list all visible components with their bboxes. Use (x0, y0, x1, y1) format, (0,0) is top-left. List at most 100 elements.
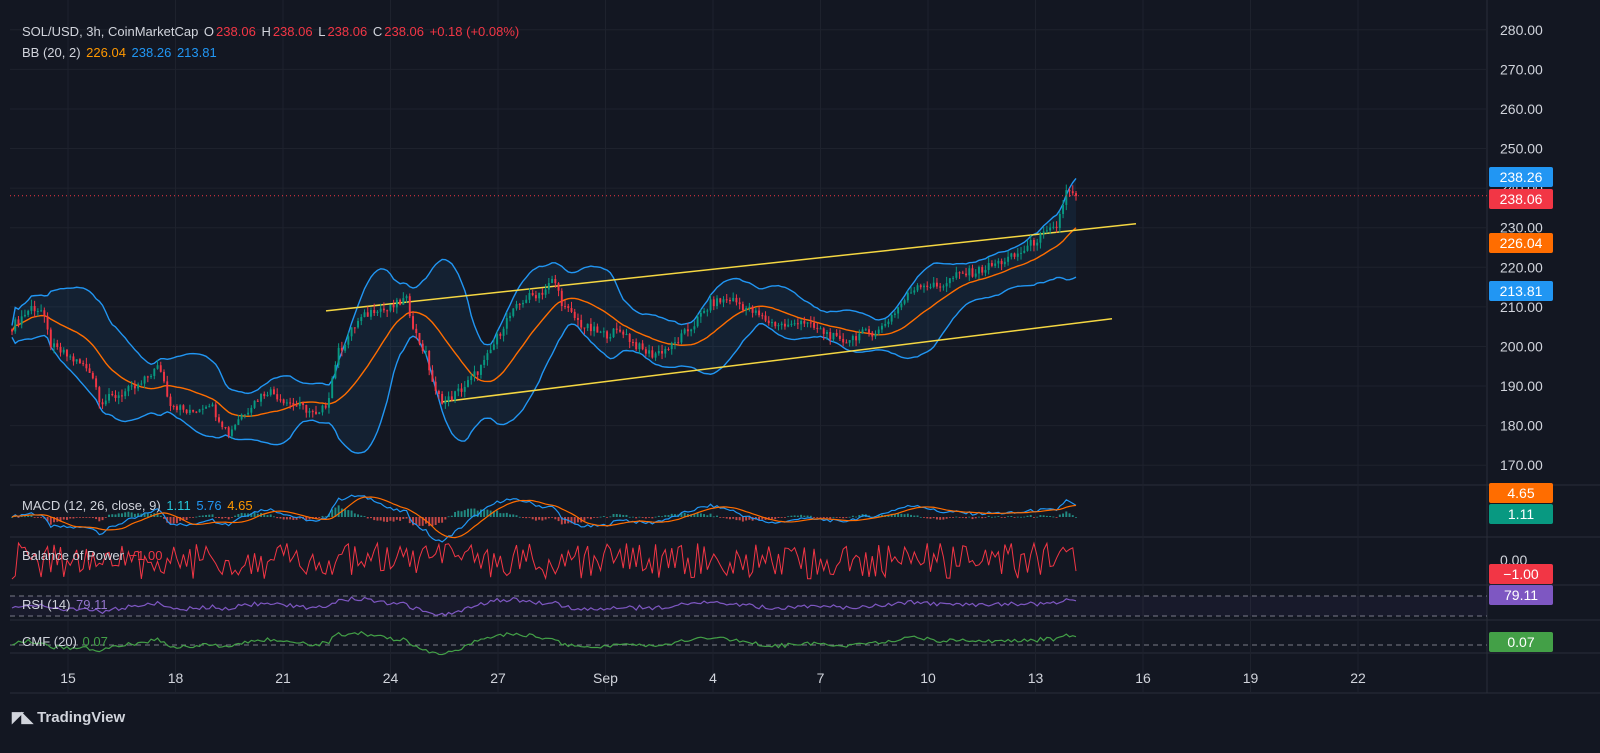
candle-body (758, 310, 761, 316)
bb-basis-line (11, 227, 1077, 418)
candle-body (790, 323, 793, 325)
price-tick-label: 230.00 (1500, 220, 1543, 236)
candle-body (263, 393, 266, 397)
candle-body (583, 327, 586, 329)
candle-body (117, 395, 120, 398)
macd-hist-bar (120, 513, 123, 517)
candle-body (130, 385, 133, 387)
candle-body (586, 323, 589, 329)
candle-body (1026, 245, 1029, 251)
macd-hist-bar (292, 517, 295, 520)
macd-hist-bar (256, 513, 259, 517)
macd-hist-bar (360, 515, 363, 517)
candle-body (916, 285, 919, 291)
candle-body (260, 393, 262, 402)
symbol-label[interactable]: SOL/USD, 3h, CoinMarketCap (22, 24, 199, 39)
bop-legend[interactable]: Balance of Power −1.00 (22, 548, 164, 563)
candle-body (748, 306, 751, 308)
candle-body (240, 414, 243, 420)
candle-body (1055, 226, 1058, 229)
macd-hist-bar (997, 516, 1000, 517)
candle-body (1042, 231, 1045, 234)
candle-body (230, 429, 233, 436)
macd-hist-bar (709, 513, 712, 517)
candle-body (783, 323, 786, 327)
candle-body (638, 343, 641, 350)
candle-body (49, 329, 52, 348)
candle-body (868, 329, 870, 333)
macd-hist-bar (971, 517, 974, 520)
rsi-legend[interactable]: RSI (14) 79.11 (22, 597, 110, 612)
macd-hist-bar (405, 517, 408, 519)
candle-body (104, 400, 107, 405)
macd-hist-bar (415, 517, 418, 525)
candle-body (166, 381, 169, 397)
macd-hist-bar (994, 516, 997, 518)
macd-hist-bar (269, 514, 272, 517)
macd-hist-bar (1049, 515, 1052, 517)
macd-hist-bar (1055, 517, 1058, 518)
badge-rsi (1489, 585, 1553, 605)
macd-signal-value: 4.65 (227, 498, 253, 513)
bb-legend[interactable]: BB (20, 2) 226.04 238.26 213.81 (22, 45, 219, 60)
badge-upper-band-text: 238.26 (1500, 169, 1543, 185)
candle-body (237, 419, 240, 425)
macd-hist-bar (609, 516, 612, 518)
candle-body (926, 285, 929, 288)
tradingview-logo[interactable]: ◤◣ TradingView (12, 708, 125, 727)
candle-body (538, 292, 541, 299)
candle-body (1062, 204, 1065, 215)
macd-hist-bar (564, 517, 566, 524)
macd-hist-bar (615, 513, 618, 517)
candle-body (253, 400, 256, 408)
candle-body (877, 329, 880, 334)
candle-body (98, 387, 101, 403)
candle-body (444, 401, 447, 404)
tradingview-logo-icon: ◤◣ (12, 709, 33, 726)
candle-body (1023, 250, 1026, 253)
macd-hist-bar (952, 517, 955, 518)
candle-body (172, 406, 175, 408)
candle-body (95, 378, 98, 388)
macd-hist-bar (499, 513, 502, 517)
candle-body (787, 324, 790, 327)
macd-hist-bar (761, 517, 764, 520)
macd-hist-bar (279, 517, 282, 519)
macd-hist-bar (573, 517, 576, 524)
candle-body (434, 381, 437, 391)
macd-hist-bar (948, 517, 951, 518)
macd-hist-bar (518, 516, 521, 518)
candle-body (764, 315, 767, 321)
candle-body (754, 310, 757, 313)
macd-hist-bar (813, 517, 816, 518)
candle-body (958, 272, 961, 274)
macd-hist-bar (913, 515, 916, 517)
candle-body (1058, 214, 1061, 229)
macd-hist-bar (512, 514, 515, 517)
candle-body (971, 268, 974, 277)
macd-hist-bar (690, 514, 693, 517)
macd-hist-bar (402, 517, 405, 519)
candle-body (234, 424, 237, 430)
candle-body (36, 310, 39, 312)
macd-hist-bar (82, 517, 85, 518)
macd-hist-bar (1003, 517, 1006, 518)
macd-hist-bar (214, 517, 217, 518)
macd-hist-bar (680, 512, 683, 517)
macd-hist-bar (541, 517, 544, 521)
macd-hist-bar (1039, 515, 1042, 517)
cmf-legend[interactable]: CMF (20) 0.07 (22, 634, 110, 649)
macd-value: 5.76 (196, 498, 222, 513)
macd-hist-bar (725, 517, 728, 519)
macd-hist-bar (444, 517, 447, 520)
macd-hist-bar (819, 517, 822, 518)
macd-hist-bar (282, 517, 285, 520)
macd-legend[interactable]: MACD (12, 26, close, 9) 1.11 5.76 4.65 (22, 498, 255, 513)
candle-body (421, 343, 424, 352)
candle-body (295, 405, 298, 407)
candle-body (948, 278, 951, 284)
macd-hist-bar (735, 517, 738, 521)
candle-body (945, 283, 948, 287)
macd-hist-bar (366, 517, 369, 519)
